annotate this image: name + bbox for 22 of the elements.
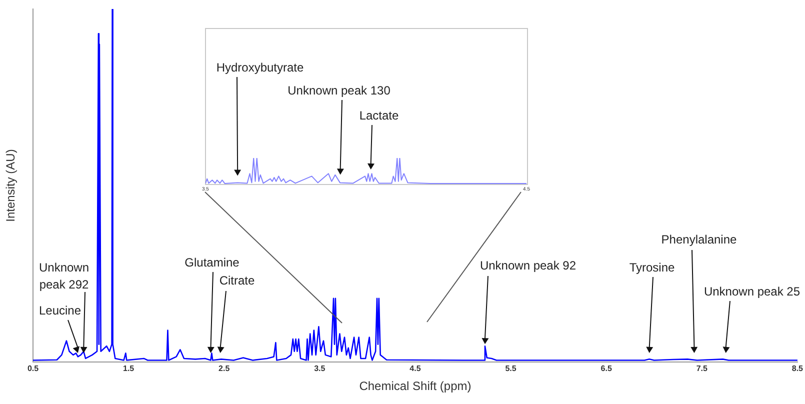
x-tick-label: 7.5: [696, 364, 708, 374]
annotation: Tyrosine: [629, 260, 675, 274]
annotation: Lactate: [359, 108, 399, 122]
x-tick-label: 3.5: [314, 364, 326, 374]
x-tick-label: 2.5: [218, 364, 230, 374]
annotation: Citrate: [219, 273, 255, 288]
x-tick-label: 5.5: [505, 364, 517, 374]
y-axis-title: Intensity (AU): [4, 149, 18, 222]
annotation: Unknown peak 292: [38, 260, 90, 292]
annotation: Unknown peak 25: [704, 284, 800, 298]
annotation: Hydroxybutyrate: [216, 60, 304, 74]
annotation: Leucine: [38, 303, 82, 318]
annotation: Unknown peak 130: [288, 83, 391, 98]
x-tick-label: 1.5: [122, 364, 135, 374]
x-axis-title: Chemical Shift (ppm): [359, 379, 472, 394]
annotation: Glutamine: [184, 255, 240, 270]
x-tick-label: 8.5: [792, 364, 804, 374]
annotation: Unknown peak 92: [480, 258, 576, 272]
x-tick-label: 4.5: [410, 364, 422, 374]
annotation: Phenylalanine: [661, 232, 738, 246]
x-tick-label: 6.5: [600, 364, 612, 374]
x-tick-label: 0.5: [27, 364, 40, 374]
